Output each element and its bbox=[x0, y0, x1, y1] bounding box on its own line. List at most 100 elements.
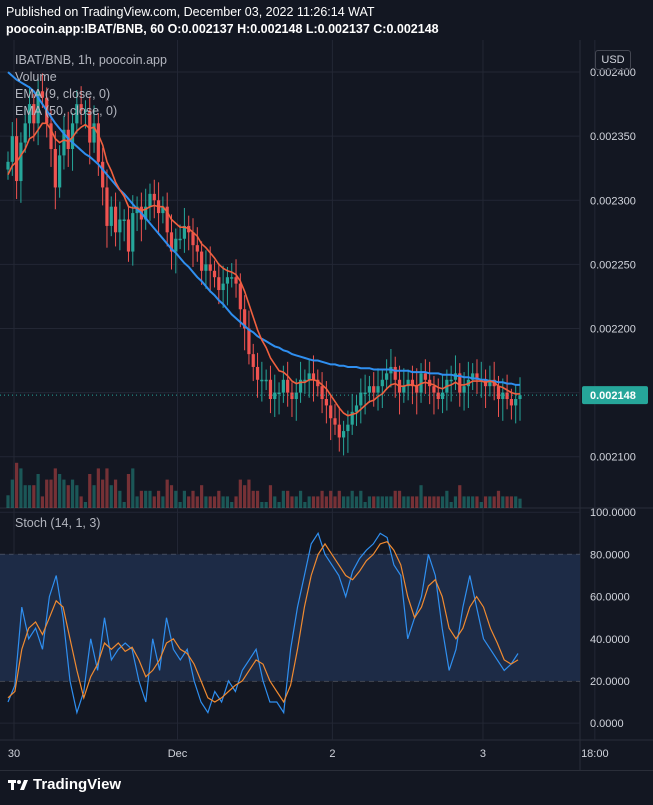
volume-bar bbox=[88, 474, 92, 508]
volume-bar bbox=[514, 496, 518, 508]
ema9-line bbox=[7, 122, 520, 417]
volume-bar bbox=[479, 502, 483, 508]
volume-bar bbox=[492, 496, 496, 508]
volume-bar bbox=[234, 496, 238, 508]
volume-bar bbox=[225, 496, 230, 508]
candle bbox=[260, 379, 264, 382]
candle bbox=[488, 379, 492, 387]
candle bbox=[178, 238, 182, 241]
candle bbox=[6, 161, 10, 170]
volume-bar bbox=[432, 496, 436, 508]
candle bbox=[290, 392, 294, 400]
volume-bar bbox=[96, 468, 100, 508]
volume-bar bbox=[462, 496, 466, 508]
chart-area[interactable]: 0.002400 0.002350 0.002300 0.002250 0.002200… bbox=[0, 0, 653, 770]
volume-bar bbox=[440, 496, 445, 508]
symbol-ohlc-line: poocoin.app:IBAT/BNB, 60 O:0.002137 H:0.… bbox=[6, 22, 439, 36]
volume-bar bbox=[19, 468, 23, 508]
volume-bar bbox=[182, 490, 187, 508]
candle bbox=[204, 264, 208, 271]
candle bbox=[251, 354, 255, 367]
candle bbox=[385, 373, 389, 380]
volume-bar bbox=[428, 496, 432, 508]
volume-bar bbox=[329, 490, 333, 508]
tradingview-logo[interactable]: TradingView bbox=[8, 776, 121, 793]
volume-bar bbox=[23, 485, 27, 508]
volume-bar bbox=[156, 490, 161, 508]
candle bbox=[509, 399, 513, 406]
volume-bar bbox=[488, 496, 492, 508]
candle bbox=[83, 110, 88, 113]
legend-ema9[interactable]: EMA (9, close, 0) bbox=[15, 87, 111, 101]
volume-bar bbox=[32, 485, 36, 508]
candle bbox=[53, 148, 57, 188]
footer-bar bbox=[0, 770, 653, 805]
candle bbox=[182, 225, 187, 239]
volume-bar bbox=[415, 496, 419, 508]
candle bbox=[458, 373, 462, 393]
volume-bar bbox=[518, 498, 522, 508]
volume-bar bbox=[466, 496, 470, 508]
volume-bar bbox=[238, 479, 242, 508]
volume-bar bbox=[423, 496, 427, 508]
volume-bar bbox=[273, 496, 277, 508]
volume-bar bbox=[320, 490, 324, 508]
volume-bar bbox=[40, 496, 45, 508]
candle bbox=[10, 136, 14, 162]
volume-bar bbox=[341, 496, 346, 508]
candle bbox=[212, 270, 217, 278]
volume-bar bbox=[230, 502, 234, 508]
legend-title[interactable]: IBAT/BNB, 1h, poocoin.app bbox=[15, 53, 167, 67]
currency-button[interactable]: USD bbox=[595, 50, 631, 70]
candle bbox=[410, 379, 415, 387]
stoch-tick-label: 100.0000 bbox=[590, 507, 636, 519]
candle bbox=[518, 395, 522, 400]
volume-bar bbox=[389, 496, 393, 508]
volume-bar bbox=[471, 496, 475, 508]
candle bbox=[27, 104, 32, 124]
candle bbox=[148, 193, 152, 207]
volume-bar bbox=[385, 496, 389, 508]
candle bbox=[88, 110, 92, 143]
candle bbox=[169, 232, 174, 252]
volume-bar bbox=[92, 485, 96, 508]
volume-bars bbox=[6, 462, 522, 508]
time-tick-label: 2 bbox=[329, 748, 335, 760]
legend-volume[interactable]: Volume bbox=[15, 70, 57, 84]
ema50-line bbox=[7, 71, 520, 386]
legend-ema50[interactable]: EMA (50, close, 0) bbox=[15, 104, 118, 118]
candle bbox=[303, 379, 307, 382]
legend-stoch[interactable]: Stoch (14, 1, 3) bbox=[15, 516, 101, 530]
candle bbox=[337, 424, 341, 438]
stoch-tick-label: 20.0000 bbox=[590, 676, 630, 688]
candle bbox=[329, 405, 333, 419]
time-tick-label: 3 bbox=[480, 748, 486, 760]
candle bbox=[255, 366, 260, 380]
volume-bar bbox=[247, 479, 251, 508]
volume-bar bbox=[264, 502, 268, 508]
volume-bar bbox=[165, 479, 169, 508]
candle bbox=[359, 392, 363, 406]
volume-bar bbox=[496, 490, 501, 508]
volume-bar bbox=[449, 502, 453, 508]
candle bbox=[221, 283, 225, 291]
stoch-lines bbox=[7, 531, 519, 715]
candle bbox=[49, 123, 53, 149]
last-price-label: 0.002148 bbox=[582, 386, 648, 405]
candle bbox=[23, 123, 27, 143]
volume-bar bbox=[152, 496, 156, 508]
volume-bar bbox=[311, 496, 316, 508]
candle bbox=[217, 277, 221, 291]
candle bbox=[277, 392, 281, 395]
candle bbox=[372, 386, 376, 393]
volume-bar bbox=[363, 502, 367, 508]
candle bbox=[268, 379, 273, 400]
price-tick-label: 0.002400 bbox=[590, 67, 636, 79]
candle bbox=[440, 392, 445, 400]
volume-bar bbox=[337, 490, 341, 508]
volume-bar bbox=[208, 496, 212, 508]
stoch-k-line bbox=[7, 531, 519, 715]
candle bbox=[402, 386, 406, 393]
time-tick-label: 18:00 bbox=[581, 748, 609, 760]
candle bbox=[436, 392, 440, 400]
